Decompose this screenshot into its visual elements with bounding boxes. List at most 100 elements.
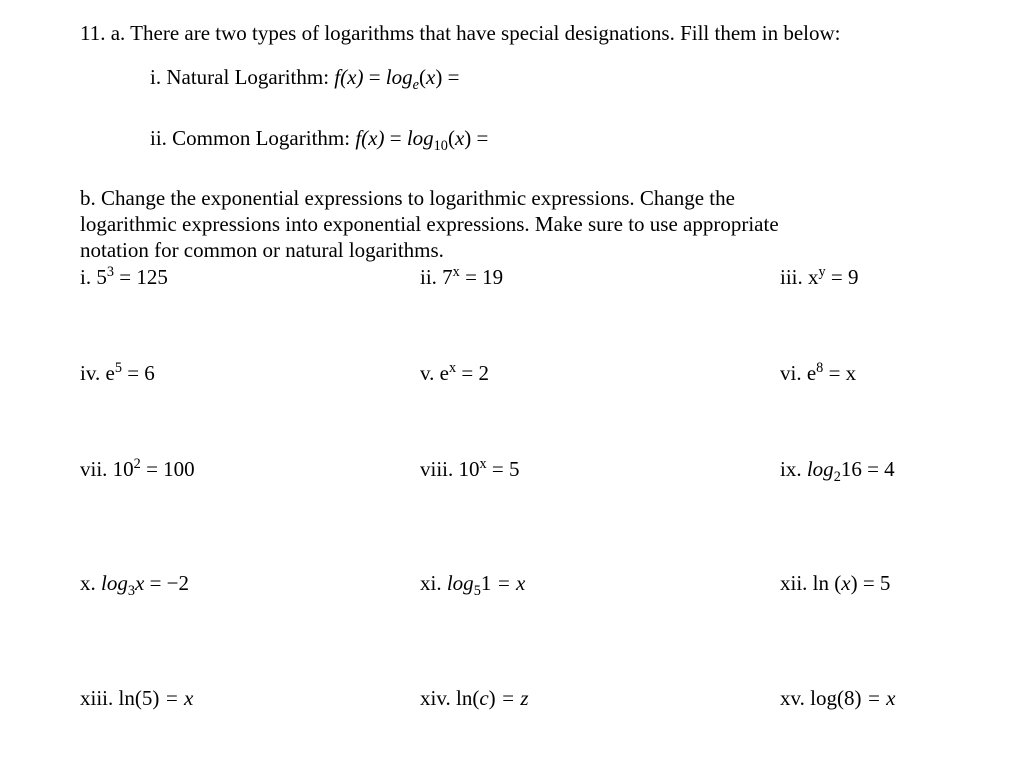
rhs: = 19 <box>460 265 503 289</box>
rhs: = x <box>823 361 856 385</box>
arg-close: ) <box>489 686 496 710</box>
item-ix: ix. log216 = 4 <box>780 456 952 482</box>
rhs: = 9 <box>826 265 859 289</box>
fn: ln <box>813 571 835 595</box>
q11a-prefix: 11. a. <box>80 21 130 45</box>
rhs: = x <box>491 571 525 595</box>
numeral: i. <box>80 265 96 289</box>
numeral: ix. <box>780 457 807 481</box>
arg: (8) <box>837 686 862 710</box>
log-arg-open: ( <box>419 65 426 89</box>
numeral: vii. <box>80 457 113 481</box>
rhs: = 5 <box>858 571 891 595</box>
log-arg-open: ( <box>448 126 455 150</box>
item-vii: vii. 102 = 100 <box>80 456 420 482</box>
eq: = <box>363 65 385 89</box>
numeral: xi. <box>420 571 447 595</box>
log-base: 5 <box>474 583 481 599</box>
exp: x <box>480 456 487 472</box>
base: e <box>440 361 449 385</box>
numeral: iii. <box>780 265 808 289</box>
rhs: = 6 <box>122 361 155 385</box>
q11a-intro: 11. a. There are two types of logarithms… <box>80 20 952 46</box>
q11a-item-i: i. Natural Logarithm: f(x) = loge(x) = <box>80 64 952 90</box>
q11b-row-5: xiii. ln(5) = x xiv. ln(c) = z xv. log(8… <box>80 685 952 711</box>
numeral: ii. <box>420 265 442 289</box>
fn: ln <box>456 686 472 710</box>
q11b-row-4: x. log3x = −2 xi. log51 = x xii. ln (x) … <box>80 570 952 596</box>
base: e <box>807 361 816 385</box>
base: 7 <box>442 265 453 289</box>
item-v: v. ex = 2 <box>420 360 780 386</box>
numeral: i. <box>150 65 166 89</box>
fn: log <box>810 686 837 710</box>
q11b-prefix: b. <box>80 186 101 210</box>
item-i: i. 53 = 125 <box>80 264 420 290</box>
q11b-intro: b. Change the exponential expressions to… <box>80 185 952 264</box>
item-xii: xii. ln (x) = 5 <box>780 570 952 596</box>
base: 5 <box>96 265 107 289</box>
numeral: xii. <box>780 571 813 595</box>
numeral: vi. <box>780 361 807 385</box>
arg: 1 <box>481 571 492 595</box>
rhs: = −2 <box>144 571 189 595</box>
base: 10 <box>459 457 480 481</box>
rhs: = 125 <box>114 265 168 289</box>
eq2: = <box>471 126 488 150</box>
base: e <box>105 361 114 385</box>
arg-var: x <box>841 571 850 595</box>
eq2: = <box>442 65 459 89</box>
rhs: = x <box>861 686 895 710</box>
log-base: 2 <box>834 469 841 485</box>
item-xiv: xiv. ln(c) = z <box>420 685 780 711</box>
arg: (5) <box>135 686 160 710</box>
numeral: ii. <box>150 126 172 150</box>
rhs: = x <box>159 686 193 710</box>
log-base: 3 <box>128 583 135 599</box>
exp: y <box>819 264 826 280</box>
arg: 16 <box>841 457 862 481</box>
worksheet-page: 11. a. There are two types of logarithms… <box>0 0 1032 763</box>
exp: x <box>453 264 460 280</box>
base: x <box>808 265 819 289</box>
numeral: viii. <box>420 457 459 481</box>
numeral: iv. <box>80 361 105 385</box>
log-word: log <box>447 571 474 595</box>
numeral: v. <box>420 361 440 385</box>
item-xi: xi. log51 = x <box>420 570 780 596</box>
exp: 3 <box>107 264 114 280</box>
log-word: log <box>407 126 434 150</box>
label: Natural Logarithm: <box>166 65 334 89</box>
rhs: = 4 <box>862 457 895 481</box>
arg-close: ) <box>851 571 858 595</box>
q11a-intro-text: There are two types of logarithms that h… <box>130 21 840 45</box>
q11b-row-1: i. 53 = 125 ii. 7x = 19 iii. xy = 9 <box>80 264 952 290</box>
rhs: = 100 <box>141 457 195 481</box>
exp: 5 <box>115 360 122 376</box>
fn: ln <box>119 686 135 710</box>
rhs: = 2 <box>456 361 489 385</box>
label: Common Logarithm: <box>172 126 355 150</box>
rhs: = z <box>496 686 529 710</box>
numeral: x. <box>80 571 101 595</box>
item-iii: iii. xy = 9 <box>780 264 952 290</box>
log-word: log <box>386 65 413 89</box>
log-arg: x <box>426 65 435 89</box>
item-x: x. log3x = −2 <box>80 570 420 596</box>
arg: x <box>135 571 144 595</box>
q11b-row-3: vii. 102 = 100 viii. 10x = 5 ix. log216 … <box>80 456 952 482</box>
numeral: xiv. <box>420 686 456 710</box>
exp: 2 <box>134 456 141 472</box>
base: 10 <box>113 457 134 481</box>
q11b-text1: Change the exponential expressions to lo… <box>101 186 735 210</box>
item-xv: xv. log(8) = x <box>780 685 952 711</box>
item-iv: iv. e5 = 6 <box>80 360 420 386</box>
item-vi: vi. e8 = x <box>780 360 952 386</box>
item-xiii: xiii. ln(5) = x <box>80 685 420 711</box>
arg-var: c <box>479 686 488 710</box>
q11b-row-2: iv. e5 = 6 v. ex = 2 vi. e8 = x <box>80 360 952 386</box>
log-base: 10 <box>434 138 448 154</box>
numeral: xv. <box>780 686 810 710</box>
log-arg: x <box>455 126 464 150</box>
item-ii: ii. 7x = 19 <box>420 264 780 290</box>
